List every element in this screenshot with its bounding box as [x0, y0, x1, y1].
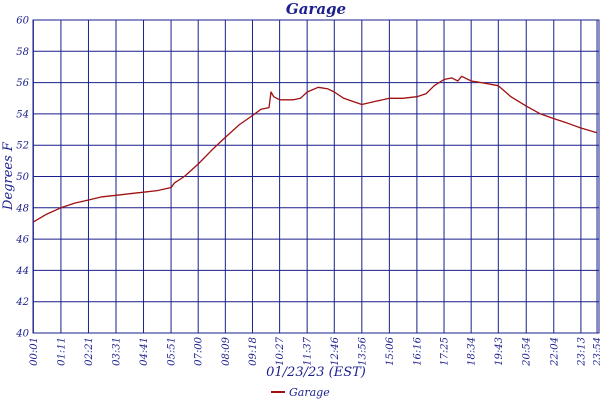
- x-tick-label: 08:09: [221, 336, 232, 365]
- x-tick-label: 12:46: [330, 336, 341, 365]
- y-tick-label: 44: [15, 266, 29, 277]
- legend-label-garage: Garage: [289, 386, 330, 399]
- x-tick-label: 16:16: [412, 336, 423, 365]
- x-tick-label: 01:11: [56, 337, 67, 366]
- x-tick-label: 23:13: [576, 337, 587, 367]
- plot-frame: [32, 19, 600, 334]
- x-tick-label: 00:01: [29, 337, 40, 366]
- x-tick-label: 05:51: [167, 337, 178, 366]
- x-axis-label: 01/23/23 (EST): [266, 365, 366, 380]
- x-tick-label: 09:18: [248, 337, 259, 366]
- x-tick-label: 22:04: [549, 337, 560, 367]
- chart-title: Garage: [286, 0, 346, 18]
- series-layer: [33, 75, 598, 223]
- y-tick-label: 56: [16, 78, 29, 89]
- x-tick-label: 20:54: [522, 337, 533, 367]
- x-tick-labels: 00:01 01:11 02:21 03:31 04:41 05:51 07:00 08:09…: [29, 336, 600, 366]
- y-tick-labels: 40 42 44 46 48 50 52 54 56 58 60: [15, 16, 29, 340]
- y-tick-label: 54: [16, 109, 29, 120]
- x-tick-label: 19:43: [494, 337, 505, 366]
- y-tick-label: 52: [16, 141, 29, 152]
- x-tick-label: 23:54: [593, 337, 600, 367]
- x-tick-label: 17:25: [440, 337, 451, 366]
- grid: [32, 19, 599, 334]
- y-tick-label: 48: [15, 203, 29, 214]
- y-tick-label: 46: [15, 235, 29, 246]
- x-tick-label: 04:41: [139, 337, 150, 366]
- x-tick-label: 11:37: [303, 336, 314, 365]
- y-tick-label: 40: [15, 329, 29, 340]
- y-tick-label: 42: [15, 297, 29, 308]
- series-line-garage: [33, 75, 598, 223]
- y-tick-label: 50: [16, 172, 29, 183]
- legend: Garage: [271, 386, 330, 399]
- y-tick-label: 58: [16, 47, 29, 58]
- x-tick-label: 15:06: [385, 336, 396, 365]
- x-tick-label: 02:21: [84, 337, 95, 366]
- x-tick-label: 03:31: [111, 337, 122, 366]
- y-tick-label: 60: [16, 16, 29, 27]
- x-tick-label: 18:34: [467, 337, 478, 366]
- y-axis-label: Degrees F: [1, 141, 16, 211]
- x-tick-label: 13:56: [357, 336, 368, 365]
- x-tick-label: 10:27: [275, 336, 286, 365]
- x-tick-label: 07:00: [194, 336, 205, 365]
